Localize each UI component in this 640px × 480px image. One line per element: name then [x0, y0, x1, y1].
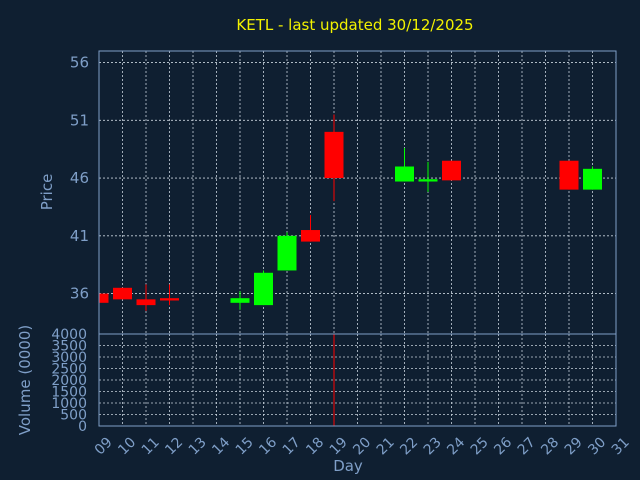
x-tick-label: 22: [397, 434, 421, 458]
volume-tick-label: 2500: [51, 362, 87, 378]
price-tick-label: 51: [70, 111, 89, 129]
candle-body: [324, 131, 344, 179]
x-tick-label: 09: [92, 434, 116, 458]
x-tick-label: 10: [115, 434, 139, 458]
price-grid: [99, 51, 616, 334]
x-tick-label: 24: [444, 434, 468, 458]
price-axis-label: Price: [38, 174, 56, 211]
x-tick-label: 16: [256, 434, 280, 458]
x-tick-label: 20: [350, 434, 374, 458]
candle-body: [418, 179, 438, 182]
candle-body: [301, 230, 320, 242]
chart-title: KETL - last updated 30/12/2025: [236, 16, 473, 34]
volume-tick-label: 500: [60, 408, 87, 424]
x-ticks: 09 10 11 12 13 14 15 16 17 18 19 20 21 22 23 24 25 26 27 28…: [92, 434, 633, 458]
price-tick-label: 56: [70, 54, 89, 72]
candle-body: [583, 168, 602, 190]
volume-panel-frame: [98, 333, 617, 427]
volume-axis-label: Volume (0000): [16, 325, 34, 435]
candles: [98, 114, 602, 311]
x-tick-label: 21: [374, 434, 398, 458]
volume-tick-label: 4000: [51, 327, 87, 343]
candle-body: [254, 272, 273, 306]
volume-grid: [99, 334, 616, 426]
candle-body: [230, 298, 250, 303]
volume-tick-label: 2000: [51, 373, 87, 389]
volume-tick-label: 3000: [51, 350, 87, 366]
x-tick-label: 14: [209, 434, 233, 458]
candle-body: [277, 235, 297, 271]
x-tick-label: 29: [562, 434, 586, 458]
x-tick-label: 27: [515, 434, 539, 458]
candle-body: [160, 298, 179, 301]
volume-tick-label: 1000: [51, 396, 87, 412]
price-y-ticks: 36 41 46 51 56: [70, 54, 89, 303]
volume-tick-label: 1500: [51, 385, 87, 401]
x-tick-label: 25: [468, 434, 492, 458]
candle-body: [113, 287, 132, 300]
candle-body: [99, 293, 109, 303]
price-tick-label: 46: [70, 169, 89, 187]
x-tick-label: 18: [303, 434, 327, 458]
volume-tick-label: 0: [78, 419, 87, 435]
x-tick-label: 19: [327, 434, 351, 458]
x-tick-label: 11: [139, 434, 163, 458]
candle-body: [559, 160, 579, 190]
candle-body: [442, 160, 461, 181]
volume-tick-label: 3500: [51, 339, 87, 355]
x-tick-label: 15: [233, 434, 257, 458]
x-tick-label: 23: [421, 434, 445, 458]
x-tick-label: 13: [186, 434, 210, 458]
x-tick-label: 31: [609, 434, 633, 458]
x-axis-label: Day: [333, 457, 363, 475]
candle-body: [395, 166, 414, 182]
x-tick-label: 30: [585, 434, 609, 458]
x-tick-label: 12: [162, 434, 186, 458]
candle-body: [136, 299, 156, 306]
x-tick-label: 17: [280, 434, 304, 458]
x-tick-label: 28: [538, 434, 562, 458]
price-tick-label: 36: [70, 285, 89, 303]
price-tick-label: 41: [70, 227, 89, 245]
x-tick-label: 26: [491, 434, 515, 458]
